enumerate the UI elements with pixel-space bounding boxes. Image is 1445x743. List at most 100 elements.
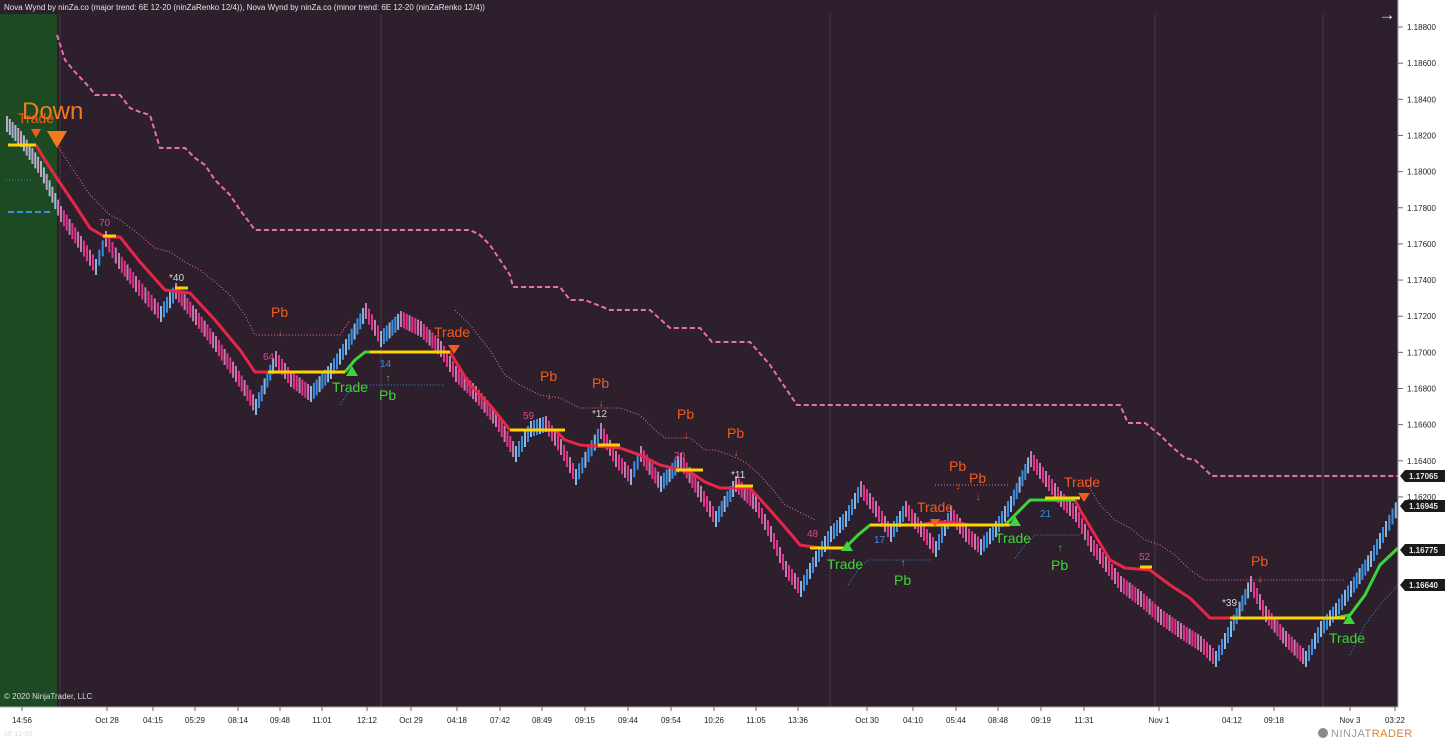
- renko-brick: [842, 514, 844, 530]
- renko-brick: [1075, 506, 1077, 522]
- renko-brick: [257, 392, 260, 409]
- time-axis-ticks: 14:56 Oct 28 04:15 05:29 08:14 09:48 11:01 12:1…: [12, 707, 1406, 725]
- time-axis[interactable]: [0, 707, 1445, 743]
- renko-brick: [665, 469, 668, 486]
- renko-brick: [860, 481, 862, 497]
- arrow-right-icon[interactable]: →: [1378, 5, 1396, 24]
- indicator-header: Nova Wynd by ninZa.co (major trend: 6E 1…: [4, 3, 485, 12]
- renko-brick: [123, 260, 126, 277]
- renko-brick: [195, 309, 197, 325]
- renko-brick: [220, 344, 223, 361]
- renko-brick: [881, 511, 883, 527]
- renko-brick: [183, 294, 186, 311]
- time-tick-label: 07:42: [490, 716, 511, 725]
- renko-brick: [600, 423, 602, 439]
- price-badge-label: 1.16945: [1409, 502, 1438, 511]
- renko-brick: [1382, 527, 1384, 543]
- renko-brick: [1111, 564, 1113, 580]
- renko-brick: [1373, 545, 1375, 561]
- renko-brick: [1027, 457, 1030, 474]
- renko-brick: [1279, 623, 1282, 640]
- renko-brick: [935, 541, 937, 557]
- renko-brick: [1194, 632, 1197, 649]
- renko-brick: [1241, 595, 1244, 612]
- renko-brick: [776, 540, 778, 556]
- renko-brick: [755, 496, 757, 512]
- time-tick-label: Oct 28: [95, 716, 119, 725]
- renko-brick: [150, 294, 153, 311]
- renko-brick: [118, 253, 120, 269]
- renko-brick: [405, 313, 408, 330]
- pb-label: Pb: [727, 425, 744, 441]
- renko-brick: [818, 546, 820, 562]
- renko-brick: [365, 303, 367, 319]
- svg-text:↑: ↑: [386, 373, 391, 384]
- renko-brick: [449, 356, 451, 372]
- renko-brick: [524, 431, 526, 447]
- renko-brick: [717, 506, 720, 522]
- renko-brick: [551, 425, 553, 442]
- renko-brick: [1087, 530, 1089, 546]
- renko-brick: [1296, 642, 1299, 659]
- renko-brick: [809, 563, 811, 579]
- price-badge-bg: [1400, 500, 1445, 512]
- renko-brick: [1323, 617, 1325, 634]
- renko-brick: [578, 463, 581, 480]
- minor-trend-envelope-down-4: [1084, 479, 1345, 581]
- price-tick-label: 1.17600: [1407, 240, 1436, 249]
- renko-brick: [129, 268, 132, 285]
- renko-brick: [566, 451, 568, 467]
- renko-brick: [108, 236, 111, 253]
- renko-brick: [941, 527, 943, 543]
- renko-brick: [11, 122, 14, 138]
- renko-brick: [563, 445, 565, 461]
- renko-brick: [1344, 589, 1346, 606]
- time-tick-label: 04:10: [903, 716, 924, 725]
- copyright-text: © 2020 NinjaTrader, LLC: [4, 692, 93, 701]
- renko-brick: [581, 457, 584, 474]
- pb-label: Pb: [1051, 557, 1068, 573]
- renko-brick: [42, 167, 45, 184]
- renko-brick: [857, 487, 859, 503]
- renko-brick: [926, 529, 928, 545]
- renko-brick: [189, 301, 192, 318]
- renko-brick: [1120, 576, 1122, 592]
- renko-brick: [691, 471, 694, 488]
- renko-brick: [301, 379, 304, 396]
- renko-brick: [14, 125, 17, 141]
- renko-brick: [1338, 598, 1340, 615]
- pb-label: Pb: [894, 572, 911, 588]
- renko-brick: [1174, 619, 1177, 635]
- renko-brick: [509, 436, 512, 452]
- price-axis[interactable]: [1398, 0, 1445, 711]
- svg-text:↓: ↓: [976, 492, 981, 503]
- price-badge-bg: [1400, 470, 1445, 482]
- renko-brick: [1238, 601, 1241, 618]
- pb-label: Pb: [969, 470, 986, 486]
- renko-brick: [854, 493, 856, 509]
- renko-brick: [1347, 585, 1349, 602]
- renko-brick: [758, 502, 760, 518]
- renko-brick: [1232, 614, 1235, 631]
- renko-brick: [1048, 475, 1050, 491]
- renko-brick: [1105, 556, 1107, 572]
- renko-brick: [1230, 621, 1232, 637]
- price-axis-ticks: 1.18800 1.18600 1.18400 1.18200 1.18000 1.178…: [1398, 23, 1436, 502]
- renko-brick: [1128, 582, 1131, 599]
- renko-brick: [397, 313, 400, 330]
- renko-brick: [292, 373, 295, 390]
- buy-triangle: [1343, 614, 1355, 624]
- trade-label: Trade: [332, 379, 368, 395]
- renko-brick: [111, 242, 114, 258]
- renko-brick: [557, 434, 559, 451]
- renko-brick: [1314, 633, 1316, 649]
- renko-brick: [971, 531, 973, 548]
- renko-brick: [377, 325, 379, 342]
- renko-brick: [455, 366, 457, 382]
- renko-brick: [618, 454, 620, 471]
- sell-triangle: [448, 345, 460, 354]
- renko-brick: [391, 319, 394, 336]
- renko-brick: [587, 446, 590, 462]
- renko-brick: [217, 340, 220, 357]
